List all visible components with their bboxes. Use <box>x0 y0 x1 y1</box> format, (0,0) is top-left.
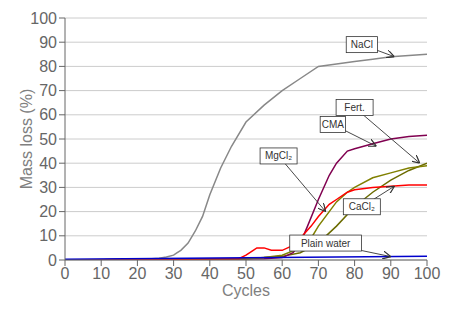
svg-text:90: 90 <box>382 265 400 282</box>
svg-text:60: 60 <box>39 106 57 123</box>
svg-text:0: 0 <box>61 265 70 282</box>
svg-text:Plain water: Plain water <box>301 238 351 249</box>
svg-text:NaCl: NaCl <box>351 39 373 50</box>
svg-text:0: 0 <box>48 252 57 269</box>
svg-text:50: 50 <box>39 131 57 148</box>
svg-text:80: 80 <box>346 265 364 282</box>
svg-text:30: 30 <box>165 265 183 282</box>
svg-text:40: 40 <box>201 265 219 282</box>
svg-text:Cycles: Cycles <box>222 282 270 299</box>
svg-text:Fert.: Fert. <box>344 102 365 113</box>
svg-text:50: 50 <box>237 265 255 282</box>
svg-text:70: 70 <box>39 82 57 99</box>
svg-text:20: 20 <box>39 203 57 220</box>
svg-text:100: 100 <box>414 265 441 282</box>
svg-text:80: 80 <box>39 58 57 75</box>
svg-text:CMA: CMA <box>322 119 345 130</box>
svg-text:100: 100 <box>30 10 57 27</box>
svg-text:MgCl₂: MgCl₂ <box>265 150 292 161</box>
svg-text:40: 40 <box>39 155 57 172</box>
svg-text:Mass loss (%): Mass loss (%) <box>18 89 35 189</box>
svg-text:60: 60 <box>273 265 291 282</box>
svg-text:70: 70 <box>310 265 328 282</box>
svg-text:CaCl₂: CaCl₂ <box>349 201 375 212</box>
svg-text:30: 30 <box>39 179 57 196</box>
svg-text:10: 10 <box>92 265 110 282</box>
svg-text:10: 10 <box>39 227 57 244</box>
svg-text:20: 20 <box>129 265 147 282</box>
svg-text:90: 90 <box>39 34 57 51</box>
